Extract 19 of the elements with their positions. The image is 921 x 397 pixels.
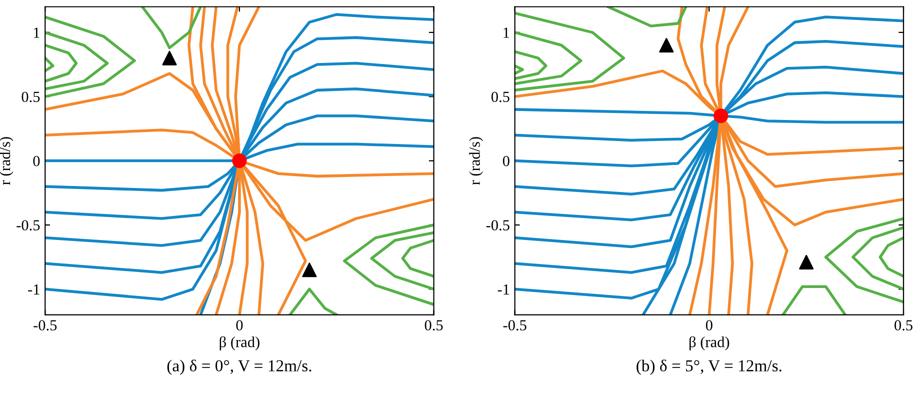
y-tick-label: -1 <box>498 284 510 294</box>
y-axis-title: r (rad/s) <box>469 137 484 185</box>
y-tick-label: -0.5 <box>486 220 510 230</box>
y-tick-label: 1 <box>504 28 510 38</box>
y-tick-label: 0 <box>33 156 40 166</box>
y-tick-label: 1 <box>34 28 40 38</box>
y-tick-label: 0.5 <box>22 92 40 102</box>
y-tick-label: -0.5 <box>16 220 40 230</box>
x-tick-label: 0.5 <box>894 320 912 330</box>
x-tick-label: 0.5 <box>424 320 443 330</box>
y-tick-label: 0.5 <box>491 92 510 102</box>
x-axis-title: β (rad) <box>220 336 260 350</box>
text: (a) δ = 0°, V = 12m/s. <box>167 360 312 375</box>
x-tick-label: 0 <box>236 320 243 330</box>
y-tick-label: 0 <box>502 156 510 166</box>
text: (b) δ = 5°, V = 12m/s. <box>636 360 782 375</box>
y-tick-label: -1 <box>28 284 40 294</box>
x-tick-label: 0 <box>706 320 712 330</box>
x-axis-title: β (rad) <box>690 336 730 350</box>
